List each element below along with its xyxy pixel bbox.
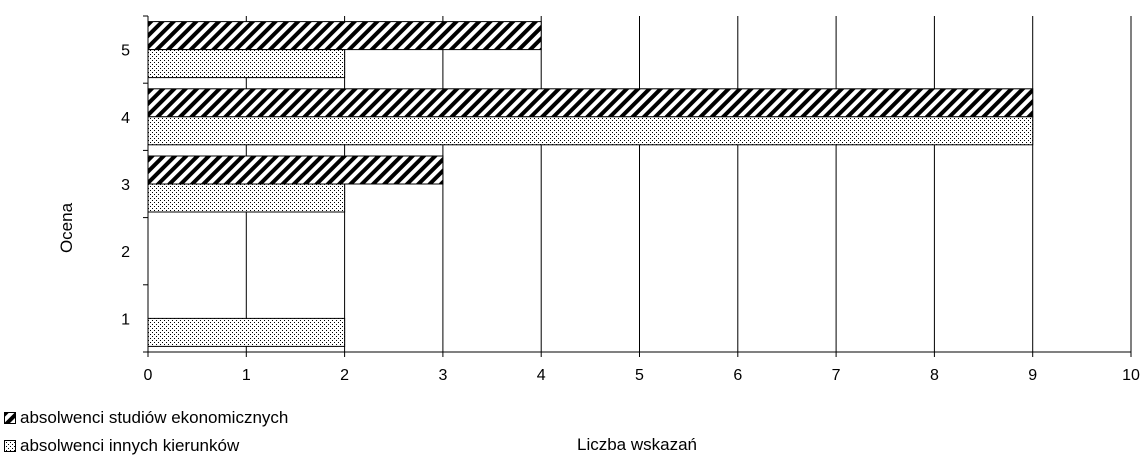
- legend-label-series-2: absolwenci innych kierunków: [20, 436, 240, 455]
- bar-cat-3-series-2: [147, 183, 346, 213]
- y-tick-label: 5: [121, 43, 130, 60]
- bar-cat-1-series-2: [147, 317, 346, 347]
- x-tick-label: 2: [340, 367, 349, 384]
- bar-cat-4-series-2: [147, 116, 1034, 146]
- bars: [147, 21, 1034, 347]
- legend-item-series-1: absolwenci studiów ekonomicznych: [4, 404, 288, 432]
- x-tick-label: 5: [635, 367, 644, 384]
- x-tick-label: 0: [144, 367, 153, 384]
- legend: absolwenci studiów ekonomicznych absolwe…: [4, 404, 288, 460]
- y-axis-title: Ocena: [57, 202, 76, 253]
- x-tick-label: 3: [438, 367, 447, 384]
- legend-swatch-dots: [4, 440, 16, 452]
- bar-cat-4-series-1: [147, 88, 1034, 118]
- bar-cat-5-series-1: [147, 21, 542, 51]
- x-tick-label: 6: [733, 367, 742, 384]
- bar-cat-3-series-1: [147, 155, 444, 185]
- legend-swatch-hatch: [4, 412, 16, 424]
- y-tick-label: 1: [121, 311, 130, 328]
- y-tick-label: 2: [121, 244, 130, 261]
- x-tick-label: 1: [242, 367, 251, 384]
- legend-label-series-1: absolwenci studiów ekonomicznych: [20, 408, 289, 427]
- axes: 0 1 2 3 4 5 6 7 8 9 10 1 2 3 4 5: [121, 15, 1140, 384]
- x-tick-label: 8: [930, 367, 939, 384]
- x-tick-label: 10: [1122, 367, 1140, 384]
- bar-cat-5-series-2: [147, 49, 346, 79]
- y-tick-label: 4: [121, 110, 130, 127]
- x-axis-title: Liczba wskazań: [577, 435, 698, 454]
- x-tick-label: 4: [537, 367, 546, 384]
- x-tick-label: 7: [832, 367, 841, 384]
- x-tick-label: 9: [1028, 367, 1037, 384]
- legend-item-series-2: absolwenci innych kierunków: [4, 432, 288, 460]
- y-tick-label: 3: [121, 177, 130, 194]
